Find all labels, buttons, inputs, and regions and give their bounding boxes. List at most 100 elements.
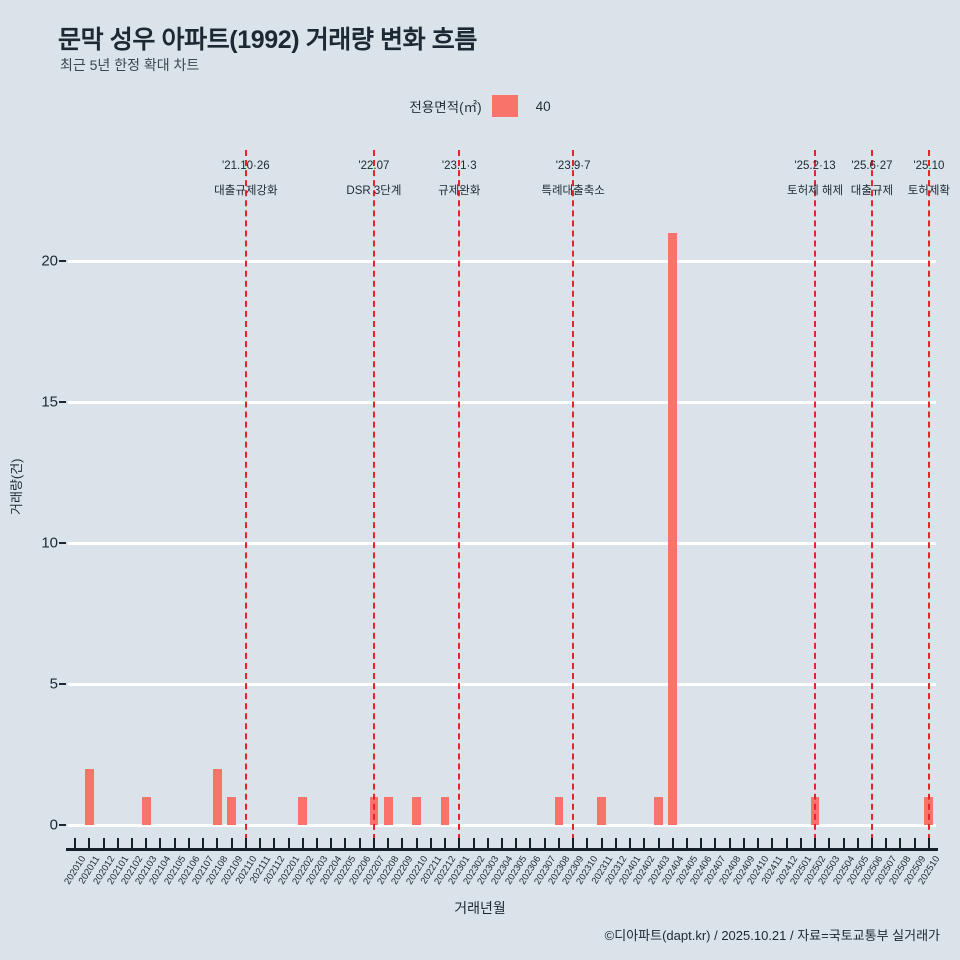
x-tick-mark [273, 838, 276, 849]
bar-202108[interactable] [212, 768, 222, 825]
bar-202403[interactable] [654, 796, 663, 825]
legend-series-label: 40 [535, 98, 551, 114]
annotation-line-202110 [244, 150, 247, 850]
x-tick-mark [657, 838, 660, 849]
x-tick-mark [643, 838, 646, 849]
y-tick-label: 15 [41, 393, 58, 411]
x-tick-mark [486, 838, 489, 849]
gridline [68, 541, 936, 545]
bar-202311[interactable] [597, 796, 606, 825]
footer-credit: ©디아파트(dapt.kr) / 2025.10.21 / 자료=국토교통부 실… [604, 928, 940, 943]
annotation-desc-202510: 토허제확 [907, 185, 951, 197]
x-tick-mark [671, 838, 674, 849]
x-tick-mark [202, 838, 205, 849]
bar-202103[interactable] [141, 796, 151, 825]
bar-202202[interactable] [298, 796, 308, 825]
bar-202109[interactable] [227, 796, 237, 825]
x-tick-mark [401, 838, 404, 849]
x-tick-mark [885, 838, 888, 849]
x-tick-mark [600, 838, 603, 849]
x-axis-title: 거래년월 [454, 900, 506, 916]
x-tick-mark [870, 838, 873, 849]
bar-202212[interactable] [440, 796, 450, 825]
y-tick-label: 10 [41, 534, 58, 552]
annotation-line-202506 [870, 150, 873, 850]
x-tick-mark [529, 838, 532, 849]
bar-202011[interactable] [84, 768, 94, 825]
x-tick-mark [814, 838, 817, 849]
chart-legend: 전용면적(㎡) 40 [0, 95, 960, 117]
legend-title: 전용면적(㎡) [409, 100, 482, 115]
x-tick-mark [771, 838, 774, 849]
y-axis-title: 거래량(건) [9, 458, 24, 516]
annotation-line-202309 [572, 150, 575, 850]
annotation-desc-202506: 대출규제 [850, 185, 894, 197]
x-tick-mark [187, 838, 190, 849]
x-tick-mark [728, 838, 731, 849]
x-tick-mark [913, 838, 916, 849]
bar-202208[interactable] [383, 796, 393, 825]
x-tick-mark [216, 838, 219, 849]
annotation-date-202207: '22.07 [358, 160, 390, 172]
gridline [68, 682, 936, 686]
bar-202404[interactable] [668, 233, 678, 825]
x-tick-mark [230, 838, 233, 849]
annotation-date-202110: '21.10·26 [222, 160, 270, 172]
x-tick-mark [501, 838, 503, 849]
x-tick-mark [685, 838, 688, 849]
y-tick-mark [59, 824, 66, 826]
gridline [68, 400, 936, 404]
x-tick-mark [927, 838, 930, 849]
x-axis-line [66, 848, 938, 851]
x-tick-mark [742, 838, 745, 849]
annotation-date-202510: '25.10 [913, 160, 945, 172]
annotation-desc-202110: 대출규제강화 [214, 185, 278, 197]
x-tick-mark [301, 838, 304, 849]
x-tick-mark [828, 838, 831, 849]
annotation-line-202510 [927, 150, 930, 850]
x-tick-mark [116, 838, 119, 849]
x-tick-mark [159, 838, 162, 849]
x-tick-mark [145, 838, 148, 849]
gridline [68, 259, 936, 263]
y-tick-mark [59, 683, 66, 686]
x-tick-mark [429, 838, 432, 849]
x-tick-mark [586, 838, 589, 849]
x-tick-mark [330, 838, 333, 849]
x-tick-mark [472, 838, 475, 849]
annotation-line-202207 [372, 150, 375, 850]
annotation-desc-202207: DSR 3단계 [346, 185, 402, 197]
chart-subtitle: 최근 5년 한정 확대 차트 [60, 57, 200, 73]
annotation-desc-202502: 토허제 해제 [786, 185, 844, 197]
x-tick-mark [557, 838, 560, 849]
x-tick-mark [458, 838, 461, 849]
x-tick-mark [629, 838, 632, 849]
x-tick-mark [543, 838, 546, 849]
annotation-desc-202309: 특례대출축소 [541, 185, 605, 197]
x-tick-mark [415, 838, 418, 849]
annotation-date-202506: '25.6·27 [851, 160, 893, 172]
x-tick-mark [515, 838, 518, 849]
x-tick-mark [344, 838, 347, 849]
bar-202308[interactable] [554, 796, 564, 825]
annotation-line-202301 [458, 150, 461, 850]
x-tick-mark [358, 838, 361, 849]
y-tick-label: 0 [49, 816, 58, 834]
x-tick-mark [372, 838, 375, 849]
y-tick-mark [59, 401, 66, 404]
bar-202210[interactable] [412, 796, 422, 825]
annotation-date-202301: '23.1·3 [441, 160, 477, 172]
x-tick-mark [316, 838, 319, 849]
annotation-desc-202301: 규제완화 [438, 185, 481, 197]
x-tick-mark [714, 838, 717, 849]
x-tick-mark [74, 838, 77, 849]
y-tick-label: 5 [49, 675, 58, 693]
x-tick-mark [799, 838, 802, 849]
x-tick-mark [173, 838, 176, 849]
x-tick-mark [102, 838, 105, 849]
x-tick-mark [259, 838, 262, 849]
annotation-date-202502: '25.2·13 [794, 160, 836, 172]
x-tick-mark [444, 838, 447, 849]
chart-title: 문막 성우 아파트(1992) 거래량 변화 흐름 [58, 26, 477, 54]
